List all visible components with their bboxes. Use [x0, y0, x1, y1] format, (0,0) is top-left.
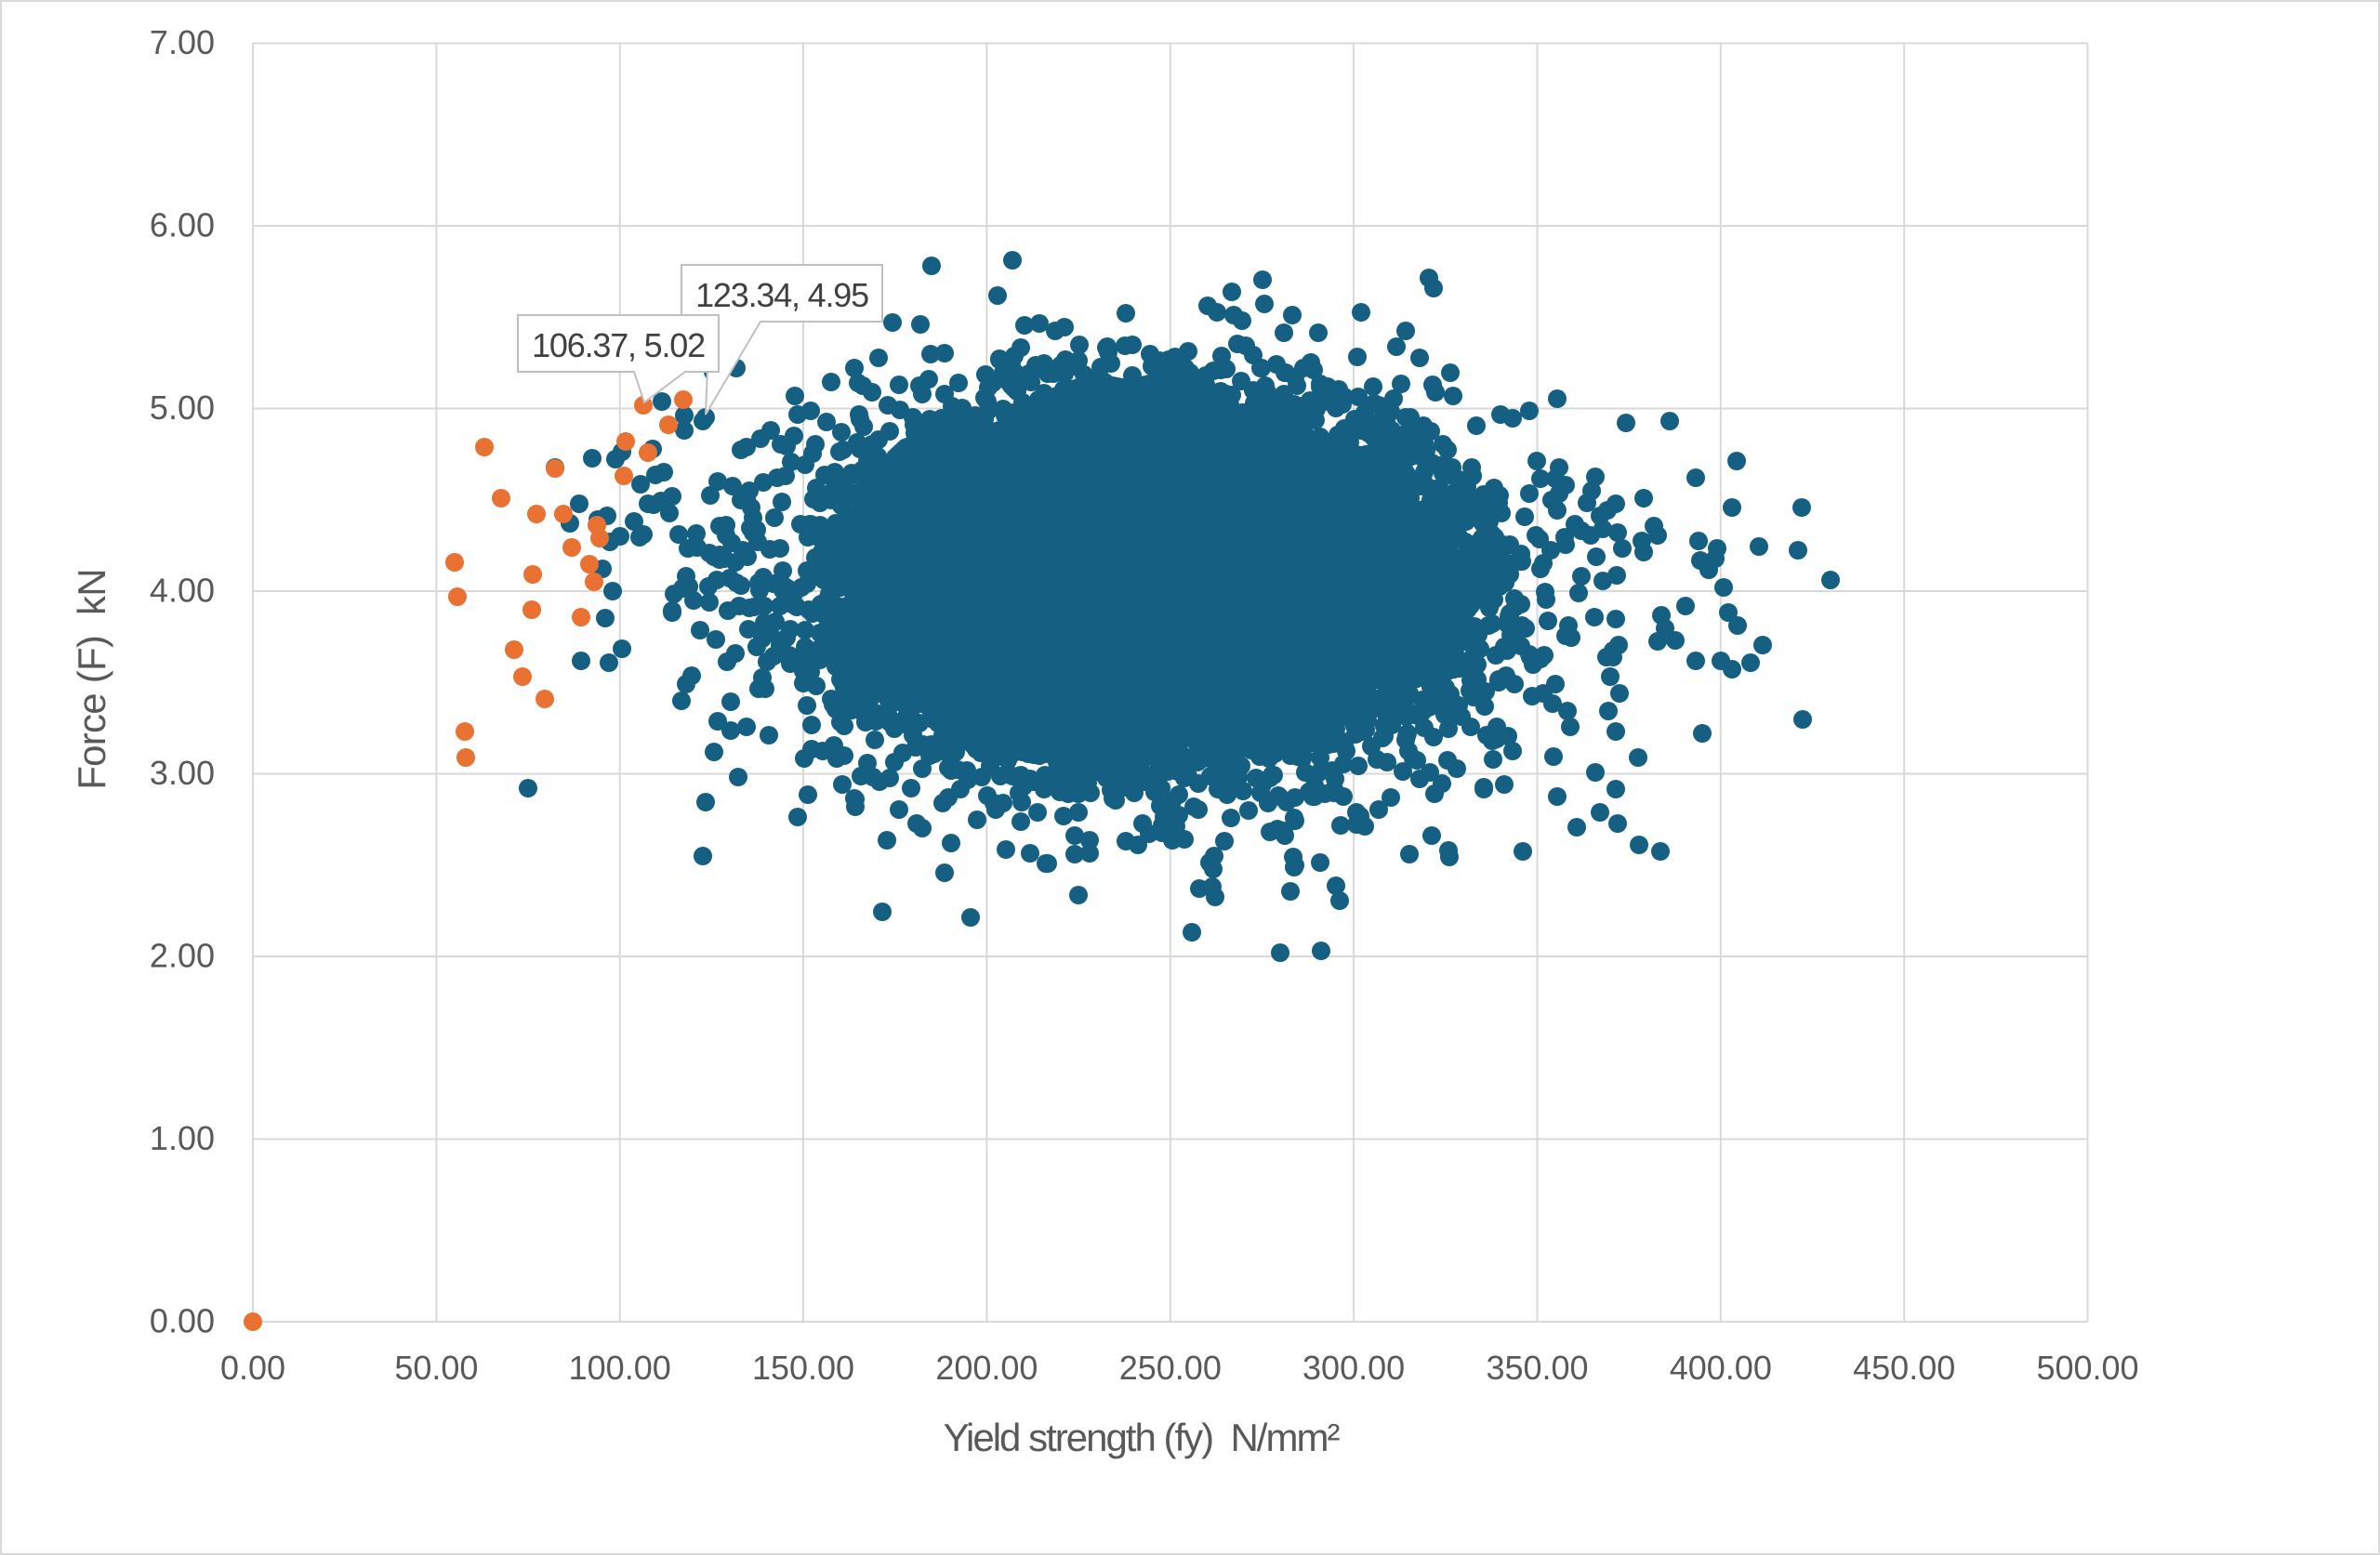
svg-text:50.00: 50.00 [394, 1349, 478, 1387]
svg-text:0.00: 0.00 [220, 1349, 285, 1387]
svg-text:250.00: 250.00 [1119, 1349, 1222, 1387]
svg-text:0.00: 0.00 [150, 1302, 215, 1340]
svg-text:Yield strength (fy) N/mm²: Yield strength (fy) N/mm² [944, 1416, 1341, 1459]
svg-text:500.00: 500.00 [2036, 1349, 2138, 1387]
svg-text:7.00: 7.00 [150, 23, 215, 61]
svg-text:106.37, 5.02: 106.37, 5.02 [532, 326, 705, 364]
svg-text:150.00: 150.00 [752, 1349, 854, 1387]
svg-text:6.00: 6.00 [150, 206, 215, 244]
svg-text:3.00: 3.00 [150, 754, 215, 792]
svg-text:350.00: 350.00 [1486, 1349, 1588, 1387]
svg-text:5.00: 5.00 [150, 389, 215, 427]
svg-text:4.00: 4.00 [150, 572, 215, 610]
svg-text:450.00: 450.00 [1853, 1349, 1955, 1387]
svg-text:2.00: 2.00 [150, 937, 215, 975]
svg-text:200.00: 200.00 [935, 1349, 1038, 1387]
svg-text:1.00: 1.00 [150, 1119, 215, 1157]
svg-text:300.00: 300.00 [1302, 1349, 1405, 1387]
svg-text:Force (F) kN: Force (F) kN [70, 569, 113, 790]
svg-text:123.34, 4.95: 123.34, 4.95 [695, 276, 868, 314]
svg-text:400.00: 400.00 [1670, 1349, 1772, 1387]
svg-text:100.00: 100.00 [569, 1349, 671, 1387]
